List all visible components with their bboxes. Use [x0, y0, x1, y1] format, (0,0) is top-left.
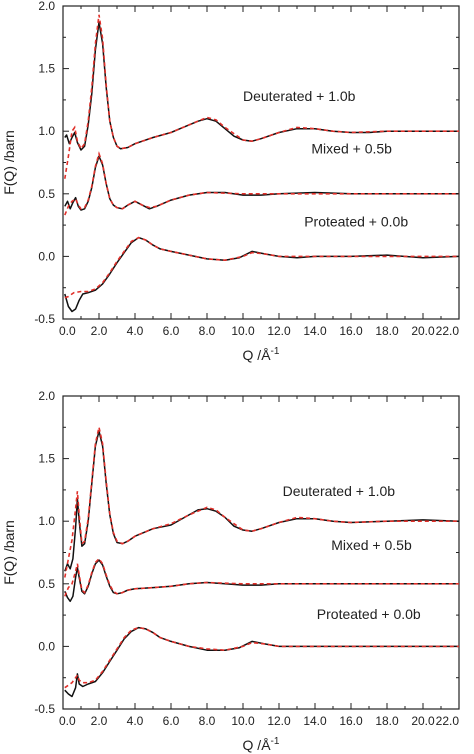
y-tick-label: 1.5 [38, 452, 55, 466]
y-tick-label: -0.5 [34, 702, 55, 716]
x-tick-label: 6.0 [163, 324, 180, 338]
y-tick-label: 1.0 [38, 124, 55, 138]
line-deuterated-fit [64, 427, 459, 578]
x-tick-label: 0.0 [59, 324, 76, 338]
x-axis-title-main: Q /Å [243, 347, 272, 363]
line-proteated-fit [64, 626, 459, 689]
y-tick-label: 1.0 [38, 514, 55, 528]
y-axis-title: F(Q) /barn [1, 520, 17, 585]
series-annotation: Mixed + 0.5b [331, 537, 412, 553]
series-annotation: Deuterated + 1.0b [243, 88, 356, 104]
y-tick-label: -0.5 [34, 312, 55, 326]
y-tick-label: 0.0 [38, 249, 55, 263]
line-deuterated-fit [64, 14, 459, 179]
y-tick-label: 0.0 [38, 639, 55, 653]
plot-frame [62, 5, 460, 320]
line-mixed-measured [64, 155, 459, 211]
x-axis-title-superscript: -1 [271, 346, 280, 357]
x-tick-label: 6.0 [163, 714, 180, 728]
y-tick-label: 1.5 [38, 62, 55, 76]
x-tick-label: 12.0 [267, 714, 291, 728]
x-axis-title-main: Q /Å [243, 737, 272, 753]
panel-top: 0.0 2.0 4.0 6.0 8.0 10.0 12.0 14.0 16.0 18.0 20.0 2… [1, 0, 460, 363]
x-tick-label: 18.0 [375, 324, 399, 338]
x-axis-title: Q /Å-1 [243, 346, 280, 363]
series-annotation: Proteated + 0.0b [304, 213, 408, 229]
x-tick-label: 22.0 [436, 714, 460, 728]
x-tick-label: 4.0 [127, 714, 144, 728]
y-tick-label: 2.0 [38, 0, 55, 13]
x-tick-label: 20.0 [411, 324, 435, 338]
x-tick-label: 12.0 [267, 324, 291, 338]
y-axis-title: F(Q) /barn [1, 130, 17, 195]
line-mixed-fit [64, 557, 459, 597]
x-tick-label: 20.0 [411, 714, 435, 728]
x-tick-label: 14.0 [303, 714, 327, 728]
x-tick-label: 2.0 [91, 324, 108, 338]
x-axis-title-superscript: -1 [271, 736, 280, 747]
panel-bottom: 0.0 2.0 4.0 6.0 8.0 10.0 12.0 14.0 16.0 18.0 20.0 2… [1, 389, 460, 753]
x-tick-label: 10.0 [231, 714, 255, 728]
x-tick-label: 16.0 [339, 324, 363, 338]
y-tick-label: 0.5 [38, 187, 55, 201]
x-tick-label: 8.0 [199, 714, 216, 728]
x-tick-label: 14.0 [303, 324, 327, 338]
y-tick-label: 2.0 [38, 389, 55, 403]
x-tick-label: 2.0 [91, 714, 108, 728]
line-mixed-fit [64, 151, 459, 216]
x-tick-label: 8.0 [199, 324, 216, 338]
y-tick-label: 0.5 [38, 577, 55, 591]
series-annotation: Proteated + 0.0b [317, 606, 421, 622]
x-tick-label: 10.0 [231, 324, 255, 338]
x-axis-title: Q /Å-1 [243, 736, 280, 753]
series-annotation: Deuterated + 1.0b [283, 483, 396, 499]
x-tick-label: 0.0 [59, 714, 76, 728]
line-proteated-measured [64, 626, 459, 698]
line-proteated-measured [64, 236, 460, 313]
x-tick-label: 16.0 [339, 714, 363, 728]
x-tick-label: 18.0 [375, 714, 399, 728]
line-deuterated-measured [64, 21, 459, 151]
series-annotation: Mixed + 0.5b [311, 141, 392, 157]
x-tick-label: 4.0 [127, 324, 144, 338]
x-tick-label: 22.0 [436, 324, 460, 338]
line-proteated-fit [64, 236, 459, 299]
line-mixed-measured [64, 559, 459, 603]
